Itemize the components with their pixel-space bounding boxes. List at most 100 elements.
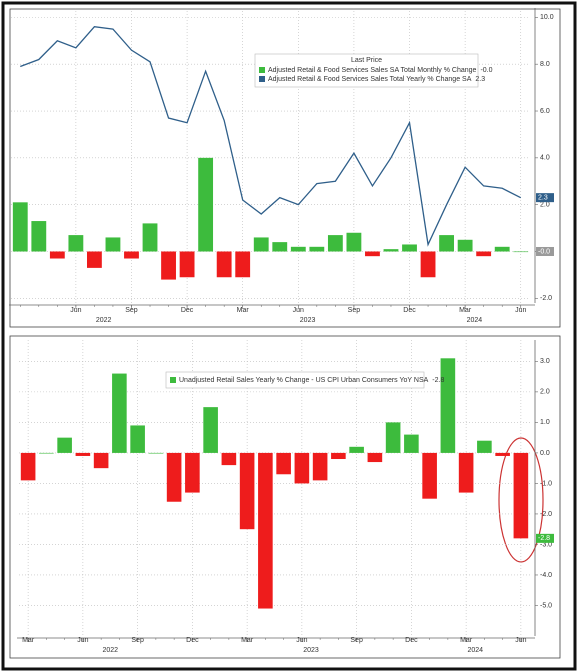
x-tick-label: Dec <box>405 637 418 644</box>
bar <box>161 251 176 280</box>
bar <box>75 452 91 456</box>
bar <box>294 452 310 484</box>
x-tick-label: Dec <box>403 307 416 314</box>
legend-label: Adjusted Retail & Food Services Sales SA… <box>268 67 493 74</box>
bar <box>349 446 364 453</box>
bar <box>185 452 200 493</box>
y-tick-label: 1.0 <box>540 419 550 426</box>
y-tick-label: 4.0 <box>540 155 550 162</box>
y-tick-label: -5.0 <box>540 602 552 609</box>
bar <box>458 452 474 493</box>
legend-last: -0.0 <box>480 67 492 74</box>
bar <box>276 452 291 475</box>
panel-top <box>9 8 561 328</box>
bar <box>331 452 346 460</box>
bar <box>513 251 529 253</box>
y-tick-label: -2.0 <box>540 511 552 518</box>
bar <box>365 251 380 257</box>
bar <box>439 235 455 252</box>
last-value-tag <box>536 533 554 543</box>
bar <box>383 249 399 252</box>
bar <box>253 237 269 252</box>
panel-bottom <box>9 335 561 659</box>
x-tick-label: Jun <box>515 307 526 314</box>
legend-box <box>254 53 479 88</box>
y-tick-label: -1.0 <box>540 480 552 487</box>
bar <box>309 246 325 252</box>
bar <box>272 242 288 252</box>
legend-last: -2.8 <box>432 377 444 384</box>
x-tick-label: Sep <box>348 307 361 314</box>
x-tick-label: Sep <box>350 637 363 644</box>
bar <box>420 251 436 278</box>
bar <box>20 452 36 481</box>
bar <box>57 437 72 453</box>
y-tick-label: 8.0 <box>540 61 550 68</box>
y-tick-label: 3.0 <box>540 358 550 365</box>
y-tick-label: 6.0 <box>540 108 550 115</box>
bar <box>166 452 182 502</box>
bar <box>513 452 529 539</box>
bar <box>258 452 273 609</box>
year-label: 2023 <box>303 647 319 654</box>
bar <box>179 251 195 278</box>
last-value-tag-label: -0.0 <box>538 248 550 255</box>
bar <box>494 246 510 252</box>
bar <box>31 221 47 252</box>
bar <box>124 251 139 259</box>
y-tick-label: 10.0 <box>540 14 554 21</box>
x-tick-label: Mar <box>459 307 472 314</box>
bar <box>49 251 65 259</box>
bar <box>346 232 362 252</box>
x-tick-label: Mar <box>22 637 35 644</box>
bar <box>203 407 218 453</box>
x-tick-label: Mar <box>241 637 254 644</box>
year-label: 2022 <box>96 317 112 324</box>
bar <box>221 452 237 466</box>
bar <box>142 223 158 252</box>
bar <box>39 452 54 454</box>
bar <box>235 251 251 278</box>
legend-last: 2.3 <box>475 76 485 83</box>
bar <box>495 452 510 456</box>
y-tick-label: -4.0 <box>540 572 552 579</box>
last-value-tag-label: -2.8 <box>538 535 550 542</box>
year-label: 2024 <box>467 647 483 654</box>
x-tick-label: Jun <box>70 307 81 314</box>
year-label: 2024 <box>467 317 483 324</box>
bar <box>312 452 328 481</box>
bar <box>86 251 102 268</box>
bar <box>457 239 473 252</box>
x-tick-label: Sep <box>125 307 138 314</box>
bar <box>440 358 456 453</box>
legend-label: Unadjusted Retail Sales Yearly % Change … <box>179 377 444 384</box>
legend-swatch <box>170 377 176 383</box>
x-tick-label: Mar <box>237 307 250 314</box>
last-value-tag <box>536 246 554 256</box>
legend-name: Adjusted Retail & Food Services Sales To… <box>268 76 472 83</box>
bar <box>93 452 109 469</box>
legend-box <box>165 371 425 389</box>
bar <box>367 452 383 463</box>
bar <box>239 452 255 530</box>
line <box>20 26 522 247</box>
last-value-tag <box>536 193 554 203</box>
y-tick-label: -3.0 <box>540 541 552 548</box>
bar <box>385 422 401 453</box>
bar <box>476 251 492 257</box>
bar <box>130 425 145 453</box>
last-value-tag-label: 2.3 <box>538 194 548 201</box>
y-tick-label: 2.0 <box>540 202 550 209</box>
bar <box>105 237 121 252</box>
x-tick-label: Sep <box>131 637 144 644</box>
legend-swatch <box>259 67 265 73</box>
y-tick-label: 0.0 <box>540 450 550 457</box>
x-tick-label: Dec <box>181 307 194 314</box>
bar <box>402 244 417 252</box>
bar <box>112 373 127 453</box>
y-tick-label: -2.0 <box>540 295 552 302</box>
year-label: 2022 <box>102 647 118 654</box>
x-tick-label: Mar <box>460 637 473 644</box>
bar <box>290 246 306 252</box>
y-tick-label: 2.0 <box>540 389 550 396</box>
